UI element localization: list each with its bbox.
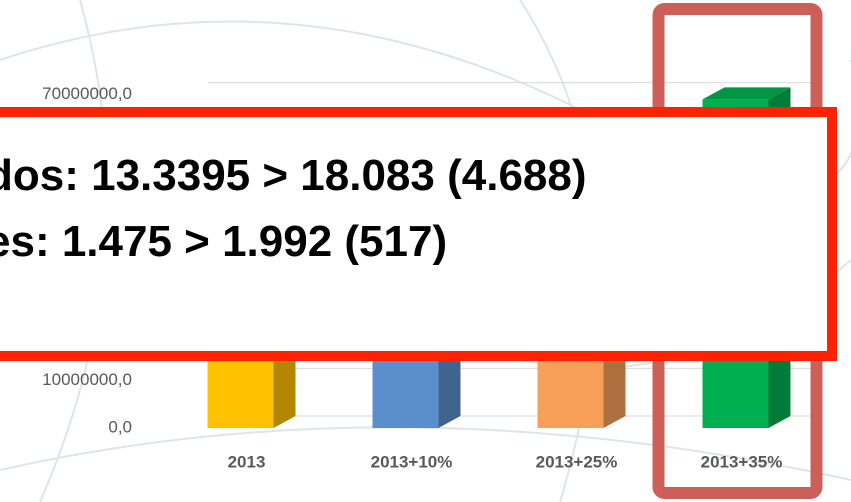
x-tick-label: 2013 — [228, 452, 266, 471]
x-tick-label: 2013+35% — [701, 452, 783, 471]
x-tick-label: 2013+10% — [371, 452, 453, 471]
annotation-line: dos: 13.3395 > 18.083 (4.688) — [0, 151, 587, 200]
annotation-line: es: 1.475 > 1.992 (517) — [0, 217, 447, 266]
x-tick-label: 2013+25% — [536, 452, 618, 471]
y-tick-label: 70000000,0 — [42, 84, 132, 103]
annotation-box — [0, 107, 837, 361]
y-tick-label: 10000000,0 — [42, 370, 132, 389]
y-tick-label: 0,0 — [108, 417, 132, 436]
bar-top — [702, 87, 791, 100]
